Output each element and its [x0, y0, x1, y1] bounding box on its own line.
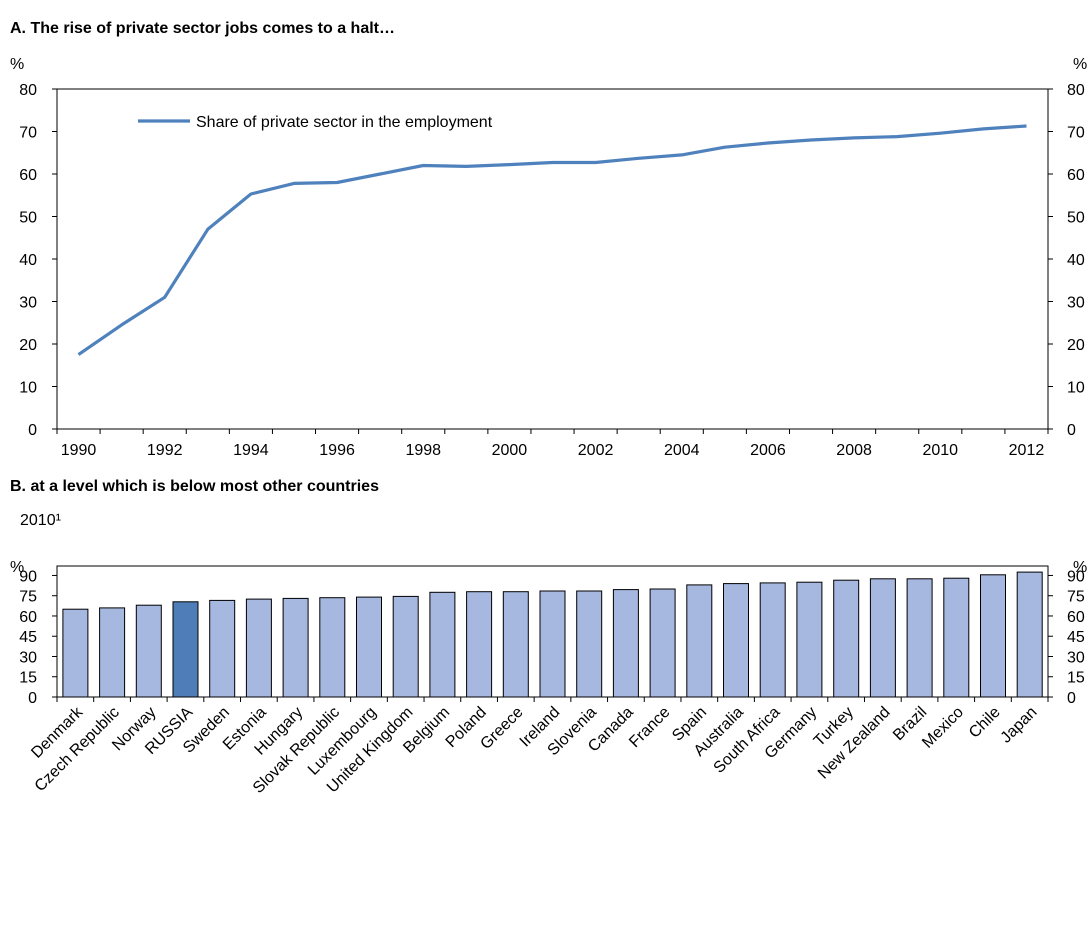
bar — [796, 581, 823, 698]
y-tick-label-right: 30 — [1067, 649, 1085, 666]
y-tick-label-right: 30 — [1067, 295, 1085, 312]
bar — [1016, 571, 1043, 698]
y-tick-label-right: 80 — [1067, 82, 1085, 99]
y-unit-left: % — [10, 559, 24, 576]
bar — [429, 591, 456, 698]
y-tick-label-right: 40 — [1067, 252, 1085, 269]
x-tick-label: 2012 — [1009, 442, 1045, 459]
line-chart: 0 0 10 10 20 20 30 30 40 40 50 50 60 60 70 70 80 80% % 1990… — [10, 56, 1087, 459]
y-tick-label-left: 30 — [19, 649, 37, 666]
y-tick-label-right: 0 — [1067, 690, 1076, 707]
bar — [576, 590, 603, 698]
x-tick-label: 1992 — [147, 442, 183, 459]
x-category-label: Mexico — [919, 704, 967, 752]
y-tick-label-right: 90 — [1067, 568, 1085, 585]
y-tick-label-left: 60 — [19, 167, 37, 184]
x-tick-label: 1998 — [405, 442, 441, 459]
bar — [686, 584, 713, 698]
bar — [943, 577, 970, 698]
y-tick-label-left: 0 — [28, 690, 37, 707]
y-tick-label-right: 60 — [1067, 167, 1085, 184]
y-tick-label-right: 50 — [1067, 210, 1085, 227]
y-tick-label-left: 45 — [19, 629, 37, 646]
y-tick-label-right: 15 — [1067, 670, 1085, 687]
y-tick-label-right: 75 — [1067, 589, 1085, 606]
y-unit-left: % — [10, 56, 24, 73]
bar — [356, 596, 382, 698]
bar — [466, 591, 493, 698]
x-tick-label: 1996 — [319, 442, 355, 459]
panel-b-subtitle: 2010¹ — [20, 512, 61, 529]
y-tick-label-left: 0 — [28, 422, 37, 439]
x-tick-label: 2000 — [492, 442, 528, 459]
y-tick-label-left: 75 — [19, 589, 37, 606]
bar — [319, 597, 346, 698]
bar — [833, 579, 860, 698]
x-tick-label: 1994 — [233, 442, 269, 459]
bar — [723, 583, 749, 698]
x-tick-label: 1990 — [61, 442, 97, 459]
bar — [980, 574, 1006, 698]
bar — [502, 591, 529, 698]
y-tick-label-right: 0 — [1067, 422, 1076, 439]
y-tick-label-right: 20 — [1067, 337, 1085, 354]
y-tick-label-left: 10 — [19, 380, 37, 397]
y-tick-label-right: 45 — [1067, 629, 1085, 646]
y-tick-label-right: 10 — [1067, 380, 1085, 397]
panel-b-title: B. at a level which is below most other … — [10, 478, 379, 495]
bar — [209, 599, 236, 698]
y-tick-label-left: 80 — [19, 82, 37, 99]
bar — [759, 582, 786, 698]
panel-a-title: A. The rise of private sector jobs comes… — [10, 20, 395, 37]
bar — [539, 590, 566, 698]
bar — [392, 595, 419, 698]
bar — [906, 578, 933, 698]
x-tick-label: 2010 — [922, 442, 958, 459]
bar — [99, 607, 126, 698]
bar — [282, 597, 309, 698]
x-category-label: France — [626, 704, 673, 751]
bar — [172, 601, 199, 698]
y-tick-label-left: 20 — [19, 337, 37, 354]
x-tick-label: 2002 — [578, 442, 614, 459]
y-tick-label-left: 40 — [19, 252, 37, 269]
y-tick-label-left: 60 — [19, 609, 37, 626]
y-unit-right: % — [1073, 56, 1087, 73]
y-unit-right: % — [1073, 559, 1087, 576]
y-tick-label-left: 50 — [19, 210, 37, 227]
x-tick-label: 2004 — [664, 442, 700, 459]
bar — [245, 598, 272, 698]
y-tick-label-left: 70 — [19, 125, 37, 142]
bar — [612, 589, 639, 698]
y-tick-label-left: 90 — [19, 568, 37, 585]
y-tick-label-right: 60 — [1067, 609, 1085, 626]
y-tick-label-right: 70 — [1067, 125, 1085, 142]
bar — [869, 578, 896, 698]
y-tick-label-left: 15 — [19, 670, 37, 687]
legend-label: Share of private sector in the employmen… — [196, 114, 493, 131]
bar — [135, 604, 162, 698]
bar — [62, 608, 89, 698]
x-category-label: Japan — [998, 704, 1041, 747]
y-tick-label-left: 30 — [19, 295, 37, 312]
x-tick-label: 2008 — [836, 442, 872, 459]
bar — [649, 588, 676, 698]
series-line — [77, 124, 1027, 356]
x-tick-label: 2006 — [750, 442, 786, 459]
